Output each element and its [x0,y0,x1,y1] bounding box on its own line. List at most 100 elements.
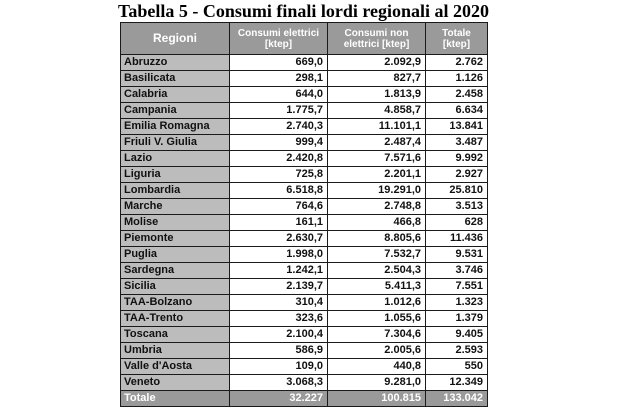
table-row: Piemonte 2.630,7 8.805,6 11.436 [120,230,488,247]
consumi-non-elettrici-cell: 19.291,0 [327,182,426,199]
header-totale-line2: [ktep] [442,38,471,50]
table-title: Tabella 5 - Consumi finali lordi regiona… [118,1,490,21]
totale-cell: 2.593 [425,342,488,359]
consumi-elettrici-cell: 323,6 [229,310,328,327]
consumi-elettrici-cell: 6.518,8 [229,182,328,199]
consumi-non-elettrici-cell: 5.411,3 [327,278,426,295]
consumi-non-elettrici-cell: 7.571,6 [327,150,426,167]
consumi-elettrici-cell: 2.740,3 [229,118,328,135]
table-row: Campania 1.775,7 4.858,7 6.634 [120,102,488,119]
totale-cell: 3.746 [425,262,488,279]
region-cell: Lazio [120,150,230,167]
table-total-row: Totale 32.227 100.815 133.042 [120,390,488,407]
table-row: Sicilia 2.139,7 5.411,3 7.551 [120,278,488,295]
table-row: Umbria 586,9 2.005,6 2.593 [120,342,488,359]
consumi-elettrici-cell: 1.998,0 [229,246,328,263]
totale-cell: 2.927 [425,166,488,183]
table-row: Lombardia 6.518,8 19.291,0 25.810 [120,182,488,199]
table-row: Veneto 3.068,3 9.281,0 12.349 [120,374,488,391]
region-cell: Liguria [120,166,230,183]
region-cell: Umbria [120,342,230,359]
table-row: Lazio 2.420,8 7.571,6 9.992 [120,150,488,167]
header-regioni: Regioni [120,22,230,55]
totale-cell: 628 [425,214,488,231]
consumi-non-elettrici-cell: 8.805,6 [327,230,426,247]
table-row: Valle d'Aosta 109,0 440,8 550 [120,358,488,375]
totale-cell: 9.992 [425,150,488,167]
region-cell: Piemonte [120,230,230,247]
header-consumi-elettrici-line1: Consumi elettrici [237,27,320,39]
table-row: Friuli V. Giulia 999,4 2.487,4 3.487 [120,134,488,151]
table-row: Marche 764,6 2.748,8 3.513 [120,198,488,215]
consumi-non-elettrici-cell: 11.101,1 [327,118,426,135]
header-consumi-elettrici-line2: [ktep] [264,38,293,50]
table-row: Emilia Romagna 2.740,3 11.101,1 13.841 [120,118,488,135]
consumi-elettrici-cell: 2.420,8 [229,150,328,167]
header-totale: Totale [ktep] [425,22,488,55]
region-cell: Emilia Romagna [120,118,230,135]
consumi-non-elettrici-cell: 466,8 [327,214,426,231]
region-cell: Campania [120,102,230,119]
region-cell: TAA-Bolzano [120,294,230,311]
consumi-elettrici-cell: 1.775,7 [229,102,328,119]
consumi-elettrici-cell: 725,8 [229,166,328,183]
header-totale-line1: Totale [442,27,471,39]
consumi-elettrici-cell: 2.139,7 [229,278,328,295]
regional-consumption-table: Regioni Consumi elettrici [ktep] Consumi … [120,22,488,407]
totale-cell: 6.634 [425,102,488,119]
consumi-elettrici-cell: 2.100,4 [229,326,328,343]
header-consumi-elettrici: Consumi elettrici [ktep] [229,22,328,55]
totale-cell: 12.349 [425,374,488,391]
consumi-non-elettrici-cell: 2.487,4 [327,134,426,151]
header-consumi-non-elettrici-line1: Consumi non [344,27,409,39]
totale-cell: 3.487 [425,134,488,151]
totale-cell: 7.551 [425,278,488,295]
consumi-elettrici-cell: 586,9 [229,342,328,359]
totale-cell: 13.841 [425,118,488,135]
totale-cell: 1.379 [425,310,488,327]
consumi-elettrici-cell: 109,0 [229,358,328,375]
totale-cell: 1.126 [425,70,488,87]
total-consumi-non-elettrici: 100.815 [327,390,426,407]
region-cell: TAA-Trento [120,310,230,327]
totale-cell: 550 [425,358,488,375]
region-cell: Marche [120,198,230,215]
table-row: Calabria 644,0 1.813,9 2.458 [120,86,488,103]
totale-cell: 2.762 [425,54,488,71]
region-cell: Abruzzo [120,54,230,71]
header-consumi-non-elettrici-line2: elettrici [ktep] [343,38,410,50]
region-cell: Valle d'Aosta [120,358,230,375]
table-row: TAA-Bolzano 310,4 1.012,6 1.323 [120,294,488,311]
table-row: TAA-Trento 323,6 1.055,6 1.379 [120,310,488,327]
total-label: Totale [120,390,230,407]
total-totale: 133.042 [425,390,488,407]
totale-cell: 2.458 [425,86,488,103]
region-cell: Sardegna [120,262,230,279]
totale-cell: 9.531 [425,246,488,263]
table-row: Toscana 2.100,4 7.304,6 9.405 [120,326,488,343]
consumi-non-elettrici-cell: 1.813,9 [327,86,426,103]
totale-cell: 9.405 [425,326,488,343]
consumi-non-elettrici-cell: 440,8 [327,358,426,375]
consumi-elettrici-cell: 3.068,3 [229,374,328,391]
region-cell: Molise [120,214,230,231]
region-cell: Lombardia [120,182,230,199]
table-body: Abruzzo 669,0 2.092,9 2.762 Basilicata 298,1 8… [120,54,488,391]
consumi-elettrici-cell: 764,6 [229,198,328,215]
table-row: Basilicata 298,1 827,7 1.126 [120,70,488,87]
consumi-non-elettrici-cell: 2.005,6 [327,342,426,359]
totale-cell: 1.323 [425,294,488,311]
consumi-elettrici-cell: 999,4 [229,134,328,151]
consumi-non-elettrici-cell: 2.092,9 [327,54,426,71]
consumi-non-elettrici-cell: 2.748,8 [327,198,426,215]
region-cell: Friuli V. Giulia [120,134,230,151]
consumi-non-elettrici-cell: 7.304,6 [327,326,426,343]
table-row: Liguria 725,8 2.201,1 2.927 [120,166,488,183]
consumi-non-elettrici-cell: 2.504,3 [327,262,426,279]
header-regioni-label: Regioni [153,31,197,45]
consumi-non-elettrici-cell: 9.281,0 [327,374,426,391]
consumi-elettrici-cell: 644,0 [229,86,328,103]
consumi-non-elettrici-cell: 827,7 [327,70,426,87]
consumi-non-elettrici-cell: 2.201,1 [327,166,426,183]
consumi-non-elettrici-cell: 4.858,7 [327,102,426,119]
